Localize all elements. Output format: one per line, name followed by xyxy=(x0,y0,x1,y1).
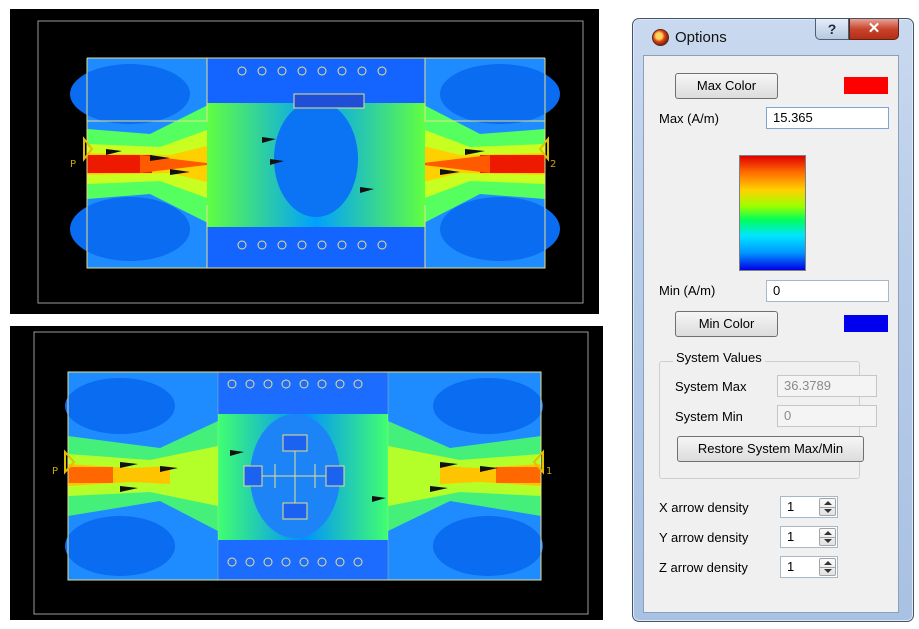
port-label-left: P xyxy=(52,466,58,477)
system-max-field: 36.3789 xyxy=(777,375,877,397)
min-color-button[interactable]: Min Color xyxy=(675,311,778,337)
field-view-bottom[interactable]: P 1 xyxy=(10,326,603,620)
close-button[interactable]: ✕ xyxy=(849,19,899,40)
z-density-value: 1 xyxy=(787,559,795,574)
dialog-title: Options xyxy=(675,29,727,46)
field-plot-bottom: P 1 xyxy=(33,331,589,615)
system-min-field: 0 xyxy=(777,405,877,427)
min-color-swatch[interactable] xyxy=(844,315,888,332)
port-label-right: 1 xyxy=(546,466,552,477)
y-density-spin-buttons[interactable] xyxy=(819,528,836,546)
z-density-spin-buttons[interactable] xyxy=(819,558,836,576)
system-values-title: System Values xyxy=(673,350,765,365)
min-value-input[interactable]: 0 xyxy=(766,280,889,302)
field-plot-top: P 2 xyxy=(37,20,584,304)
x-density-label: X arrow density xyxy=(659,500,749,515)
dialog-content: Max Color Max (A/m) 15.365 Min (A/m) 0 M… xyxy=(643,55,899,613)
port-label-left: P xyxy=(70,159,76,170)
z-density-label: Z arrow density xyxy=(659,560,748,575)
field-view-top[interactable]: P 2 xyxy=(10,9,599,314)
y-density-value: 1 xyxy=(787,529,795,544)
x-density-value: 1 xyxy=(787,499,795,514)
help-button[interactable]: ? xyxy=(815,19,849,40)
x-density-spinner[interactable]: 1 xyxy=(780,496,838,518)
y-density-spinner[interactable]: 1 xyxy=(780,526,838,548)
max-color-swatch[interactable] xyxy=(844,77,888,94)
max-color-button[interactable]: Max Color xyxy=(675,73,778,99)
z-density-spinner[interactable]: 1 xyxy=(780,556,838,578)
system-min-label: System Min xyxy=(675,409,743,424)
min-label: Min (A/m) xyxy=(659,283,716,298)
color-scale-bar xyxy=(739,155,806,271)
max-value-input[interactable]: 15.365 xyxy=(766,107,889,129)
options-dialog: Options ? ✕ Max Color Max (A/m) 15.365 M… xyxy=(632,18,914,622)
app-icon xyxy=(652,29,669,46)
y-density-label: Y arrow density xyxy=(659,530,749,545)
restore-system-button[interactable]: Restore System Max/Min xyxy=(677,436,864,462)
x-density-spin-buttons[interactable] xyxy=(819,498,836,516)
port-label-right: 2 xyxy=(550,159,556,170)
max-label: Max (A/m) xyxy=(659,111,719,126)
system-max-label: System Max xyxy=(675,379,747,394)
dialog-titlebar[interactable]: Options ? ✕ xyxy=(633,19,913,53)
